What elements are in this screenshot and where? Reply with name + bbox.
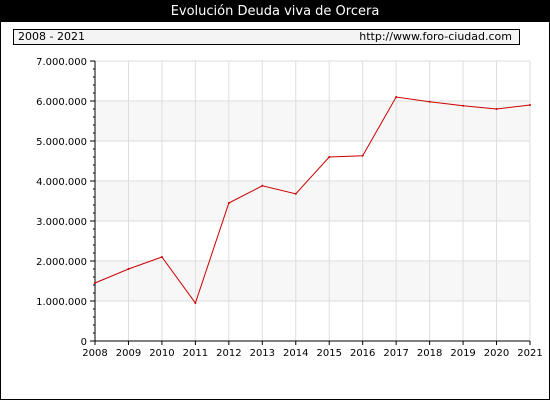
x-tick-label: 2013 xyxy=(250,348,275,359)
y-tick-label: 2.000.000 xyxy=(36,257,87,268)
data-point xyxy=(361,154,364,157)
plot-band xyxy=(95,301,530,341)
x-tick-label: 2017 xyxy=(383,348,408,359)
y-tick-label: 1.000.000 xyxy=(36,297,87,308)
data-point xyxy=(395,96,398,98)
x-tick-label: 2020 xyxy=(484,348,509,359)
plot-band xyxy=(95,141,530,181)
axes xyxy=(94,61,530,342)
data-point xyxy=(328,156,331,158)
y-tick-label: 5.000.000 xyxy=(36,137,87,148)
info-box: 2008 - 2021 http://www.foro-ciudad.com xyxy=(13,29,520,45)
x-tick-label: 2012 xyxy=(216,348,241,359)
data-point xyxy=(160,256,163,258)
plot-band xyxy=(95,61,530,101)
source-url-link[interactable]: http://www.foro-ciudad.com xyxy=(359,30,512,43)
x-tick-label: 2009 xyxy=(116,348,141,359)
chart-title: Evolución Deuda viva de Orcera xyxy=(1,1,549,22)
x-tick-label: 2014 xyxy=(283,348,308,359)
x-tick-label: 2016 xyxy=(350,348,375,359)
x-tick-label: 2021 xyxy=(517,348,542,359)
y-tick-label: 3.000.000 xyxy=(36,217,87,228)
y-tick-label: 4.000.000 xyxy=(36,177,87,188)
y-tick-label: 7.000.000 xyxy=(36,57,87,68)
period-label: 2008 - 2021 xyxy=(18,30,85,43)
plot-area xyxy=(95,61,530,341)
x-tick-label: 2011 xyxy=(183,348,208,359)
x-tick-label: 2015 xyxy=(317,348,342,359)
data-point xyxy=(495,108,498,110)
y-tick-label: 0 xyxy=(81,337,87,348)
data-point xyxy=(127,268,130,270)
x-tick-label: 2019 xyxy=(450,348,475,359)
series-group xyxy=(94,96,531,305)
x-tick-label: 2010 xyxy=(149,348,174,359)
data-point xyxy=(462,104,465,107)
series-line xyxy=(94,96,531,305)
x-axis-ticks: 2008 2009 2010 2011 2012 2013 2014 2015 2016 2017… xyxy=(82,341,543,359)
y-axis-ticks: 0 1.000.000 2.000.000 3.000.000 4.000.000 5.0… xyxy=(36,57,95,348)
x-tick-label: 2008 xyxy=(82,348,107,359)
data-point xyxy=(94,282,96,284)
data-point xyxy=(529,104,531,106)
data-point xyxy=(261,184,264,187)
data-point xyxy=(194,302,197,304)
y-tick-label: 6.000.000 xyxy=(36,97,87,108)
plot-band xyxy=(95,221,530,261)
data-point xyxy=(294,192,297,195)
data-point xyxy=(227,202,230,204)
data-point xyxy=(428,100,431,103)
x-tick-label: 2018 xyxy=(417,348,442,359)
plot-background xyxy=(95,61,530,341)
